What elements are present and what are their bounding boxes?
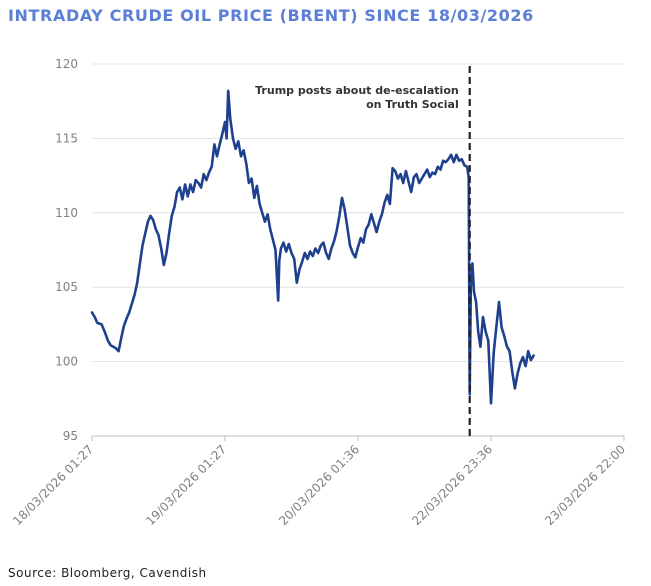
annotation-text-0-0: Trump posts about de-escalation <box>255 84 459 97</box>
x-axis: 18/03/2026 01:27 19/03/2026 01:27 20/03/20… <box>10 436 628 528</box>
y-tick-label-110: 110 <box>55 206 78 220</box>
y-axis: 95 100 105 110 115 120 <box>55 57 78 443</box>
grid-lines <box>92 63 624 363</box>
annotation-text-0-1: on Truth Social <box>366 98 459 111</box>
y-tick-label-105: 105 <box>55 280 78 294</box>
x-tick-label-3: 22/03/2026 23:36 <box>409 442 495 528</box>
y-tick-label-100: 100 <box>55 355 78 369</box>
x-tick-label-1: 19/03/2026 01:27 <box>143 442 229 528</box>
x-tick-label-0: 18/03/2026 01:27 <box>10 442 96 528</box>
x-tick-label-4: 23/03/2026 22:00 <box>542 442 628 528</box>
y-tick-label-120: 120 <box>55 57 78 71</box>
chart-title: INTRADAY CRUDE OIL PRICE (BRENT) SINCE 1… <box>8 6 534 25</box>
series-group <box>90 89 535 405</box>
y-tick-label-95: 95 <box>63 429 78 443</box>
x-tick-label-2: 20/03/2026 01:36 <box>276 442 362 528</box>
y-tick-label-115: 115 <box>55 131 78 145</box>
source-note: Source: Bloomberg, Cavendish <box>8 566 207 580</box>
series-line-0 <box>90 89 535 405</box>
